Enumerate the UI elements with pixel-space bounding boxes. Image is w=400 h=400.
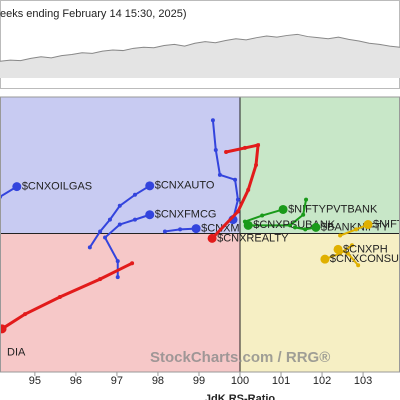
chart-title: eeks ending February 14 15:30, 2025)	[0, 8, 187, 20]
x-axis-label: JdK RS-Ratio	[205, 393, 276, 400]
trail-point	[130, 261, 135, 266]
head-point	[145, 210, 155, 220]
trail-point	[57, 295, 62, 300]
trail	[211, 120, 239, 220]
series-label: $CNXOILGAS	[22, 181, 92, 193]
x-tick-label: 101	[272, 375, 290, 387]
trail-point	[254, 163, 258, 168]
trail-point	[117, 203, 122, 208]
trail-point	[345, 251, 350, 256]
x-tick-label: 100	[231, 375, 249, 387]
trail-point	[115, 275, 120, 280]
trail-point	[103, 235, 108, 240]
series-label: $CNXREALTY	[217, 232, 289, 244]
trail-point	[350, 243, 354, 248]
trail-point	[246, 187, 251, 192]
trail-point	[213, 147, 218, 152]
trail-point	[107, 217, 112, 222]
series-label: $CNXPH	[343, 243, 388, 255]
head-point	[311, 222, 321, 232]
quadrant-lagging	[0, 233, 240, 372]
trail-point	[288, 223, 293, 228]
head-point	[191, 224, 201, 234]
trail	[89, 184, 151, 248]
quadrant-weakening	[240, 233, 400, 372]
x-tick-label: 99	[193, 375, 205, 387]
trail-point	[132, 217, 137, 222]
trail-point	[162, 229, 167, 234]
trail-point	[304, 197, 309, 202]
trail-point	[98, 277, 103, 282]
trail-point	[235, 209, 240, 214]
head-point	[243, 220, 253, 230]
watermark: StockCharts.com / RRG®	[150, 349, 330, 366]
x-tick-label: 95	[29, 375, 41, 387]
x-tick-label: 103	[354, 375, 372, 387]
series-label: $CNXCONSUM	[330, 253, 400, 265]
trail-point	[217, 172, 222, 177]
trail-point	[338, 233, 343, 238]
head-point	[12, 182, 22, 192]
trail-point	[303, 227, 308, 232]
trail-point	[292, 225, 297, 230]
x-tick-label: 96	[70, 375, 82, 387]
trail-point	[23, 312, 28, 317]
trail-point	[117, 222, 122, 227]
trail-point	[224, 150, 229, 154]
head-point	[333, 244, 343, 254]
head-point	[363, 220, 373, 230]
trail-point	[354, 227, 359, 232]
trail-point	[356, 263, 361, 268]
benchmark-line	[0, 33, 400, 62]
series-label: $NIFTYFIN	[373, 218, 400, 230]
head-point	[207, 233, 217, 243]
trail	[103, 213, 151, 278]
trail-point	[115, 259, 120, 264]
trail-point	[87, 245, 92, 250]
series-label: $CNXFMCG	[155, 209, 217, 221]
head-point	[278, 204, 288, 214]
x-tick-label: 98	[152, 375, 164, 387]
series-label: DIA	[7, 347, 26, 359]
x-tick-label: 97	[111, 375, 123, 387]
series-label: $CNXAUTO	[155, 180, 215, 192]
head-point	[145, 181, 155, 191]
benchmark-area	[0, 34, 400, 78]
quadrant-improving	[0, 97, 240, 234]
trail-point	[301, 212, 306, 217]
head-point	[0, 324, 7, 334]
trail-point	[260, 213, 265, 218]
trail-point	[235, 197, 240, 202]
trail-point	[98, 229, 103, 234]
quadrant-leading	[240, 97, 400, 234]
trail-point	[178, 227, 183, 232]
trail-point	[242, 145, 247, 150]
head-point	[320, 254, 330, 264]
series-label: $NIFTYPVTBANK	[288, 203, 378, 215]
trail-point	[210, 118, 215, 123]
trail-point	[233, 177, 238, 182]
trail-point	[256, 143, 261, 148]
trail-point	[132, 192, 137, 197]
x-tick-label: 102	[313, 375, 331, 387]
trail	[248, 199, 308, 227]
